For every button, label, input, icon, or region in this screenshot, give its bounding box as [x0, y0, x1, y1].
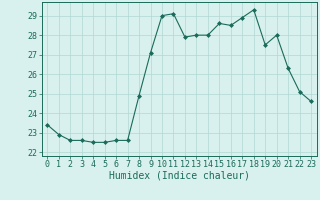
X-axis label: Humidex (Indice chaleur): Humidex (Indice chaleur): [109, 171, 250, 181]
